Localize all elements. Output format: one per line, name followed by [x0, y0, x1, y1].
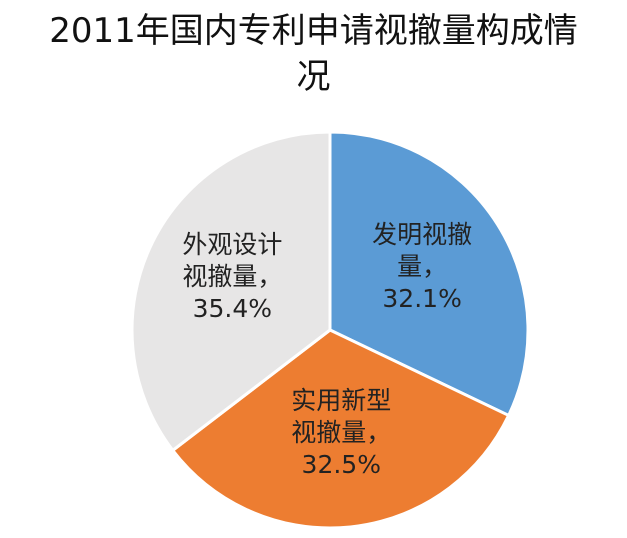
- category-label: 发明视撤量，: [372, 219, 473, 281]
- value-label: 35.4%: [192, 293, 273, 323]
- label-box: 外观设计视撤量， 35.4%: [162, 222, 302, 332]
- slice-label: 发明视撤量，32.1%: [352, 212, 492, 322]
- category-label: 外观设计视撤量，: [182, 229, 283, 291]
- value-label: 32.5%: [301, 450, 381, 480]
- category-label: 实用新型视撤量，: [291, 386, 392, 448]
- chart-title: 2011年国内专利申请视撤量构成情况: [49, 11, 578, 97]
- slice-label: 外观设计视撤量，35.4%: [162, 222, 302, 332]
- value-label: 32.1%: [382, 283, 462, 313]
- pie-slice: [130, 130, 332, 453]
- pie-slice: [170, 328, 511, 530]
- slice-label: 实用新型视撤量，32.5%: [271, 378, 411, 488]
- pie-slice: [328, 130, 530, 418]
- label-box: 实用新型视撤量， 32.5%: [271, 378, 411, 488]
- label-box: 发明视撤量， 32.1%: [352, 212, 492, 322]
